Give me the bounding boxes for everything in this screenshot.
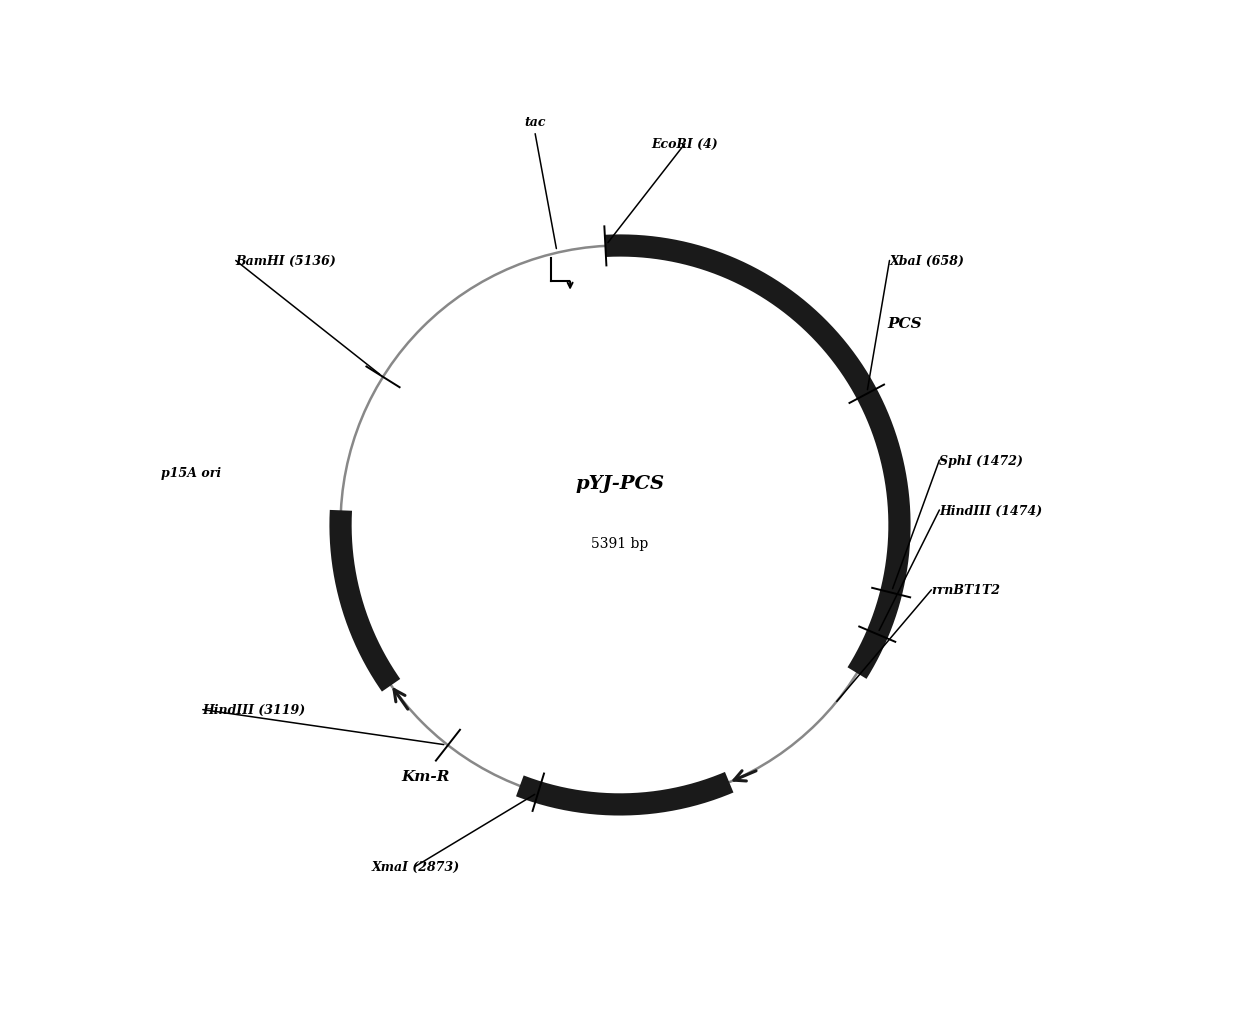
Text: XmaI (2873): XmaI (2873) [371, 860, 460, 872]
Text: PCS: PCS [888, 317, 923, 331]
Text: p15A ori: p15A ori [161, 466, 221, 479]
Text: rrnBT1T2: rrnBT1T2 [931, 583, 1001, 596]
Text: SphI (1472): SphI (1472) [940, 454, 1023, 467]
Text: tac: tac [525, 116, 546, 129]
Text: HindIII (3119): HindIII (3119) [203, 704, 306, 717]
Text: 5391 bp: 5391 bp [591, 537, 649, 550]
Text: Km-R: Km-R [402, 769, 450, 784]
Text: EcoRI (4): EcoRI (4) [651, 139, 718, 151]
Text: XbaI (658): XbaI (658) [889, 255, 965, 268]
Text: pYJ-PCS: pYJ-PCS [575, 474, 665, 492]
Text: HindIII (1474): HindIII (1474) [940, 504, 1043, 517]
Text: BamHI (5136): BamHI (5136) [236, 255, 336, 268]
